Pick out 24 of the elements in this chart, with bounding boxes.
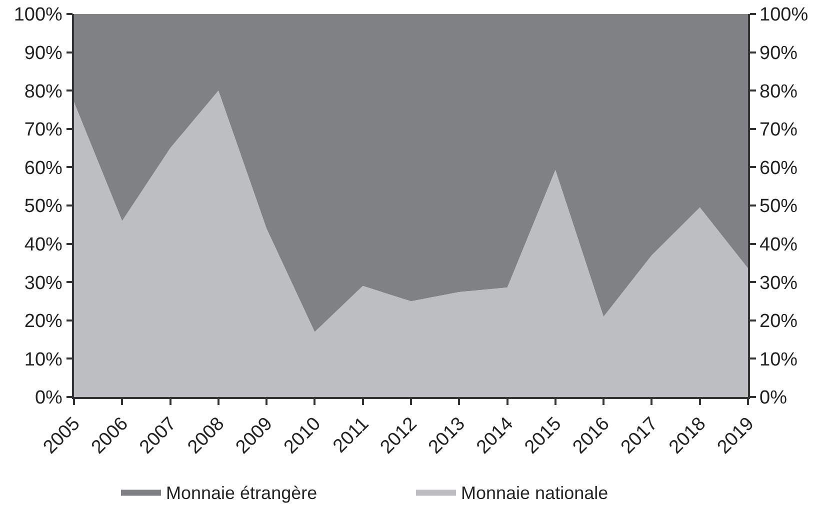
y2-tick-label: 70% xyxy=(760,120,798,141)
legend-label: Monnaie étrangère xyxy=(166,482,318,503)
y-tick-label: 40% xyxy=(24,234,63,256)
y2-tick-label: 40% xyxy=(760,234,798,256)
legend-label: Monnaie nationale xyxy=(461,482,608,503)
y2-tick-label: 100% xyxy=(760,4,808,26)
y-tick-label: 70% xyxy=(24,120,63,141)
y-tick-label: 100% xyxy=(14,4,63,26)
y-tick-label: 10% xyxy=(24,349,63,370)
y-tick-label: 20% xyxy=(24,311,63,332)
y2-tick-label: 60% xyxy=(760,158,798,179)
y-tick-label: 60% xyxy=(24,158,63,179)
y2-tick-label: 0% xyxy=(760,388,788,409)
y-tick-label: 0% xyxy=(34,388,63,409)
y2-tick-label: 20% xyxy=(760,311,798,332)
y-tick-label: 90% xyxy=(24,42,63,64)
y-tick-label: 80% xyxy=(24,81,63,102)
y2-tick-label: 80% xyxy=(760,81,798,102)
y2-tick-label: 90% xyxy=(760,42,798,64)
y-tick-label: 30% xyxy=(24,272,63,294)
y2-tick-label: 50% xyxy=(760,196,798,218)
y-tick-label: 50% xyxy=(24,196,63,218)
y2-tick-label: 30% xyxy=(760,272,798,294)
y2-tick-label: 10% xyxy=(760,349,798,370)
